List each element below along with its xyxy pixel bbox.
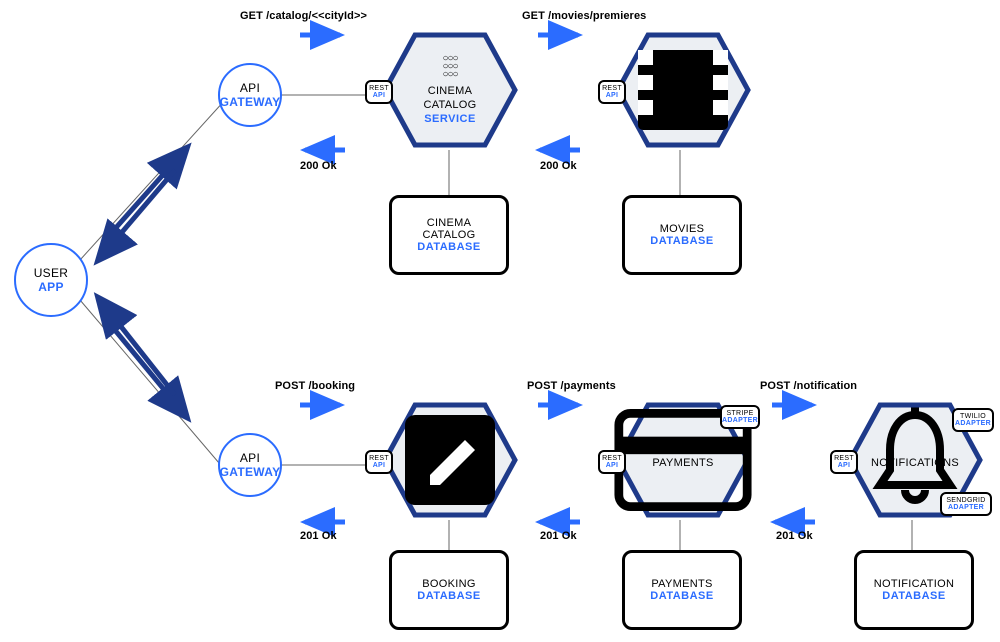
user-sublabel: APP: [38, 280, 64, 294]
label-post-payments: POST /payments: [527, 380, 616, 392]
service-title: CINEMA: [428, 85, 473, 97]
label-201-ok: 201 Ok: [776, 530, 813, 542]
user-app-node: USER APP: [14, 243, 88, 317]
gateway-label: API: [240, 81, 260, 95]
rest-api-pill: REST API: [365, 80, 393, 104]
movies-database: MOVIES DATABASE: [622, 195, 742, 275]
dots-icon: ○○○○○○○○○: [442, 55, 457, 79]
label-201-ok: 201 Ok: [540, 530, 577, 542]
user-label: USER: [34, 266, 69, 280]
label-get-catalog: GET /catalog/<<cityId>>: [240, 10, 367, 22]
twilio-adapter-pill: TWILIO ADAPTER: [952, 408, 994, 432]
label-200-ok: 200 Ok: [300, 160, 337, 172]
label-post-booking: POST /booking: [275, 380, 355, 392]
gateway-sublabel: GATEWAY: [220, 465, 281, 479]
label-get-movies: GET /movies/premieres: [522, 10, 646, 22]
label-201-ok: 201 Ok: [300, 530, 337, 542]
gateway-sublabel: GATEWAY: [220, 95, 281, 109]
label-post-notification: POST /notification: [760, 380, 857, 392]
gateway-label: API: [240, 451, 260, 465]
rest-api-pill: REST API: [598, 80, 626, 104]
rest-api-pill: REST API: [830, 450, 858, 474]
service-sub: SERVICE: [424, 113, 476, 125]
notification-database: NOTIFICATION DATABASE: [854, 550, 974, 630]
movies-service: MOVIES SERVICE: [613, 30, 753, 150]
rest-api-pill: REST API: [598, 450, 626, 474]
api-gateway-top: API GATEWAY: [218, 63, 282, 127]
label-200-ok: 200 Ok: [540, 160, 577, 172]
cinema-catalog-service: ○○○○○○○○○ CINEMA CATALOG SERVICE: [380, 30, 520, 150]
architecture-diagram: USER APP API GATEWAY API GATEWAY ○○○○○○○…: [0, 0, 1000, 642]
service-title2: CATALOG: [423, 99, 476, 111]
cinema-catalog-database: CINEMA CATALOG DATABASE: [389, 195, 509, 275]
rest-api-pill: REST API: [365, 450, 393, 474]
booking-database: BOOKING DATABASE: [389, 550, 509, 630]
booking-service: BOOKING SERVICE: [380, 400, 520, 520]
payments-database: PAYMENTS DATABASE: [622, 550, 742, 630]
api-gateway-bottom: API GATEWAY: [218, 433, 282, 497]
stripe-adapter-pill: STRIPE ADAPTER: [720, 405, 760, 429]
sendgrid-adapter-pill: SENDGRID ADAPTER: [940, 492, 992, 516]
